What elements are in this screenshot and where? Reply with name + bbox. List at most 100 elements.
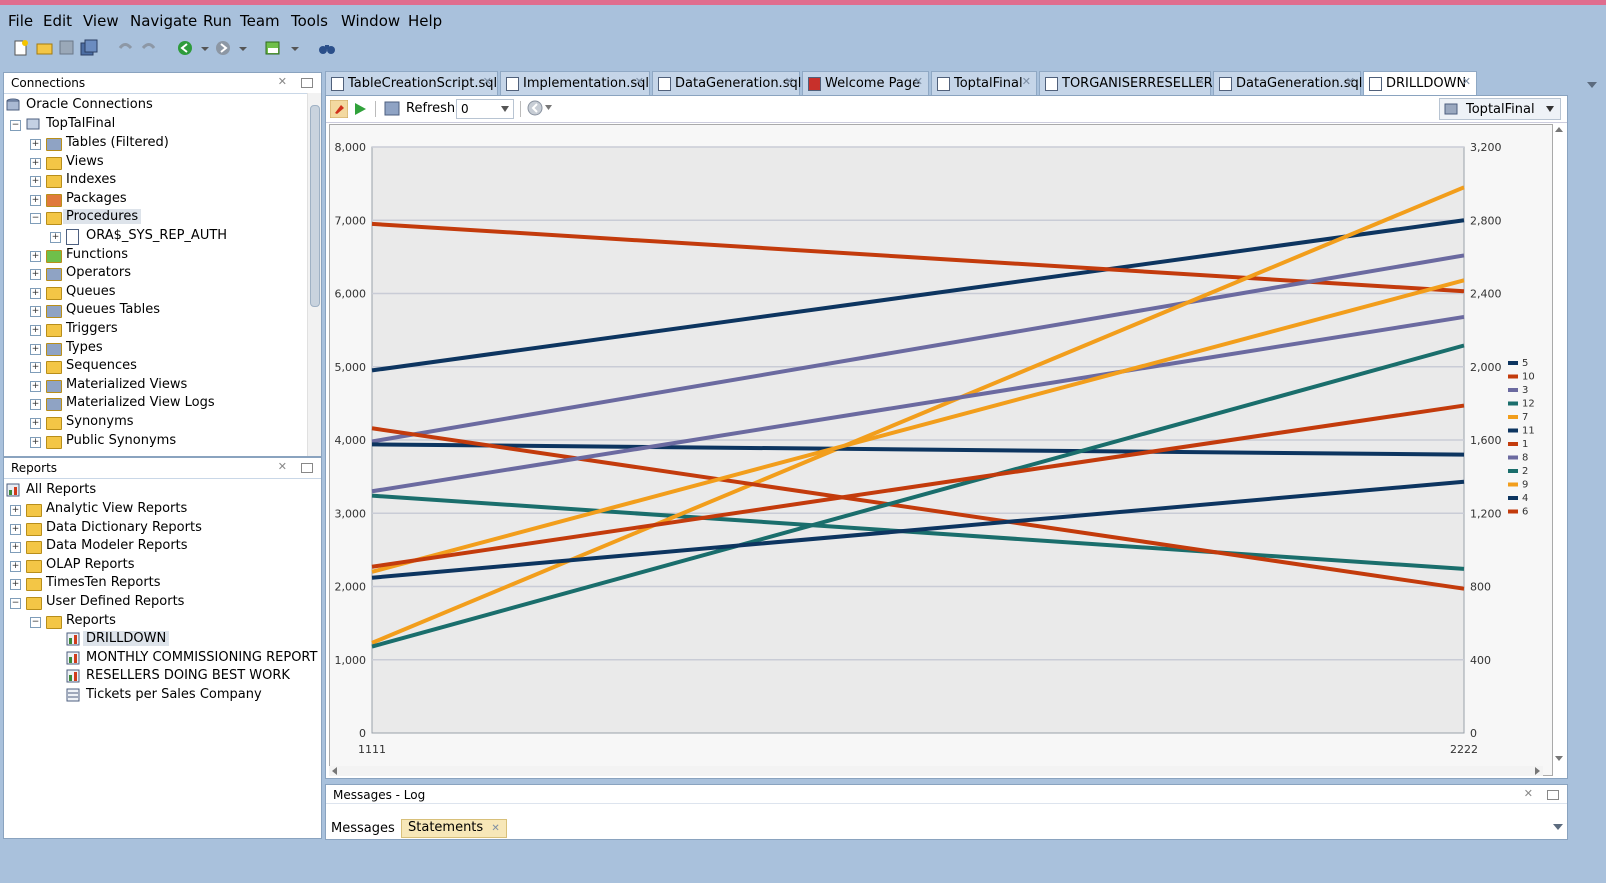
menu-file[interactable]: File — [8, 12, 34, 30]
back-icon[interactable] — [176, 39, 194, 57]
folder-icon — [46, 379, 62, 393]
tab-torganiserreseller[interactable]: TORGANISERRESELLER ✕ — [1039, 71, 1213, 95]
tab-drilldown[interactable]: DRILLDOWN ✕ — [1363, 71, 1477, 96]
collapse-icon[interactable]: − — [10, 598, 21, 609]
undo-icon[interactable] — [116, 39, 134, 57]
close-icon[interactable]: ✕ — [277, 75, 287, 88]
tree-label: Reports — [66, 612, 116, 628]
expand-icon[interactable]: + — [30, 176, 41, 188]
close-icon[interactable]: ✕ — [1195, 75, 1205, 88]
tab-tablecreationscript-sql[interactable]: TableCreationScript.sql ✕ — [325, 71, 498, 95]
expand-icon[interactable]: + — [30, 399, 41, 411]
save-all-icon[interactable] — [80, 39, 98, 57]
chevron-down-icon[interactable] — [545, 105, 552, 110]
tab-list-dropdown-icon[interactable] — [1586, 80, 1598, 90]
menu-team[interactable]: Team — [240, 12, 280, 30]
scroll-thumb[interactable] — [310, 105, 320, 307]
collapse-icon[interactable]: − — [30, 213, 41, 225]
expand-icon[interactable]: + — [30, 157, 41, 169]
y-tick-label-left: 0 — [359, 727, 366, 740]
expand-icon[interactable]: + — [30, 436, 41, 448]
minimize-icon[interactable] — [301, 463, 313, 473]
collapse-icon[interactable]: − — [10, 120, 21, 131]
menu-view[interactable]: View — [83, 12, 119, 30]
folder-icon — [46, 249, 62, 263]
expand-icon[interactable]: + — [30, 362, 41, 374]
expand-icon[interactable]: + — [50, 232, 61, 243]
expand-icon[interactable]: + — [30, 325, 41, 336]
expand-icon[interactable]: + — [10, 542, 21, 554]
minimize-icon[interactable] — [1547, 790, 1559, 800]
tab-statements[interactable]: Statements ✕ — [401, 819, 507, 838]
scroll-up-icon[interactable] — [1555, 126, 1563, 134]
scroll-down-icon[interactable] — [1555, 754, 1563, 762]
expand-icon[interactable]: + — [30, 306, 41, 318]
forward-dropdown-icon[interactable] — [235, 39, 253, 57]
tree-label: Public Synonyms — [66, 432, 177, 448]
new-file-icon[interactable] — [12, 39, 30, 57]
tab-messages[interactable]: Messages — [331, 821, 395, 836]
sql-dropdown-icon[interactable] — [287, 39, 305, 57]
expand-icon[interactable]: + — [10, 560, 21, 572]
expand-icon[interactable]: + — [10, 523, 21, 535]
redo-icon[interactable] — [140, 39, 158, 57]
close-icon[interactable]: ✕ — [1021, 75, 1031, 88]
expand-icon[interactable]: + — [30, 287, 41, 299]
legend-swatch — [1508, 496, 1518, 500]
tab-datageneration-sql[interactable]: DataGeneration.sql ✕ — [652, 71, 801, 95]
connection-select[interactable]: ToptalFinal — [1439, 98, 1561, 120]
series-line-8 — [371, 314, 1465, 494]
binoculars-icon[interactable] — [318, 39, 336, 57]
scroll-left-icon[interactable] — [331, 767, 339, 775]
expand-icon[interactable]: + — [30, 250, 41, 262]
expand-icon[interactable]: + — [10, 579, 21, 591]
close-icon[interactable]: ✕ — [1461, 75, 1471, 88]
menu-run[interactable]: Run — [203, 12, 232, 30]
menu-edit[interactable]: Edit — [43, 12, 73, 30]
close-icon[interactable]: ✕ — [784, 75, 794, 88]
open-folder-icon[interactable] — [36, 39, 54, 57]
tab-implementation-sql[interactable]: Implementation.sql ✕ — [500, 71, 650, 95]
back-dropdown-icon[interactable] — [197, 39, 215, 57]
expand-icon[interactable]: + — [30, 139, 41, 150]
menu-tools[interactable]: Tools — [291, 12, 328, 30]
y-tick-label-right: 1,200 — [1470, 507, 1502, 520]
tree-label: Indexes — [66, 172, 117, 188]
pin-icon[interactable] — [330, 100, 348, 118]
tab-toptalfinal[interactable]: ToptalFinal ✕ — [931, 71, 1037, 95]
minimize-icon[interactable] — [301, 78, 313, 88]
close-icon[interactable]: ✕ — [1345, 75, 1355, 88]
close-icon[interactable]: ✕ — [482, 75, 492, 88]
tab-datageneration-sql[interactable]: DataGeneration.sql ✕ — [1213, 71, 1362, 95]
menu-window[interactable]: Window — [341, 12, 401, 30]
expand-icon[interactable]: + — [30, 194, 41, 206]
close-icon[interactable]: ✕ — [634, 75, 644, 88]
close-icon[interactable]: ✕ — [913, 75, 923, 88]
expand-icon[interactable]: + — [30, 343, 41, 355]
close-icon[interactable]: ✕ — [491, 823, 500, 834]
forward-icon[interactable] — [214, 39, 232, 57]
expand-icon[interactable]: + — [30, 269, 41, 281]
horizontal-scrollbar[interactable] — [329, 766, 1543, 776]
connections-scrollbar[interactable] — [307, 93, 321, 456]
tree-label: Queues Tables — [66, 302, 161, 318]
run-icon[interactable] — [352, 101, 368, 117]
folder-icon — [26, 522, 42, 536]
save-icon[interactable] — [58, 39, 76, 57]
refresh-select[interactable]: 0 — [456, 99, 514, 119]
y-tick-label-right: 2,800 — [1470, 214, 1502, 227]
close-icon[interactable]: ✕ — [1523, 787, 1533, 800]
expand-icon[interactable]: + — [10, 505, 21, 516]
tab-welcome-page[interactable]: Welcome Page ✕ — [802, 71, 929, 95]
folder-icon — [46, 175, 62, 189]
dropdown-icon[interactable] — [1553, 823, 1563, 831]
back-circle-icon[interactable] — [527, 100, 544, 117]
scroll-right-icon[interactable] — [1533, 767, 1541, 775]
menu-navigate[interactable]: Navigate — [130, 12, 198, 30]
sql-worksheet-icon[interactable] — [264, 39, 282, 57]
expand-icon[interactable]: + — [30, 380, 41, 392]
close-icon[interactable]: ✕ — [277, 460, 287, 473]
menu-help[interactable]: Help — [408, 12, 443, 30]
collapse-icon[interactable]: − — [30, 616, 41, 628]
expand-icon[interactable]: + — [30, 418, 41, 429]
